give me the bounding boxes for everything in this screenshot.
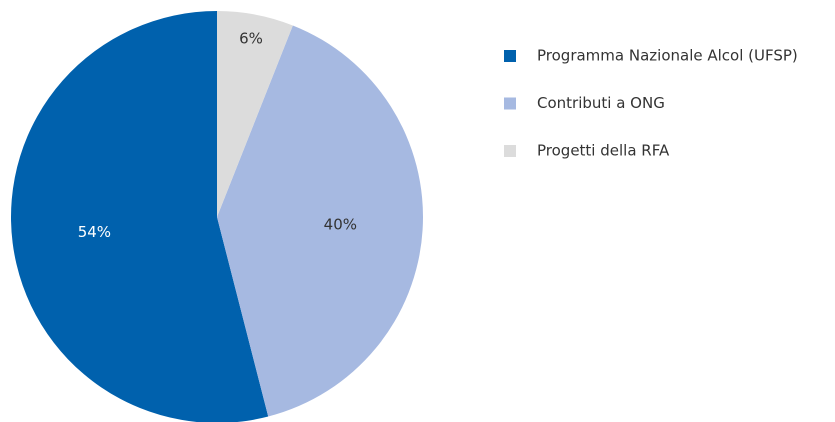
legend-label: Progetti della RFA bbox=[537, 142, 670, 160]
legend-swatch bbox=[504, 50, 516, 62]
slice-label: 6% bbox=[239, 29, 263, 47]
pie-slice bbox=[11, 11, 269, 422]
slice-label: 40% bbox=[324, 215, 357, 233]
legend-swatch bbox=[504, 145, 516, 157]
pie-slice bbox=[217, 25, 423, 417]
legend-swatch bbox=[504, 97, 516, 110]
legend-label: Programma Nazionale Alcol (UFSP) bbox=[537, 47, 798, 65]
pie-slice bbox=[217, 11, 293, 217]
slice-label: 54% bbox=[78, 223, 111, 241]
legend-label: Contributi a ONG bbox=[537, 94, 665, 112]
